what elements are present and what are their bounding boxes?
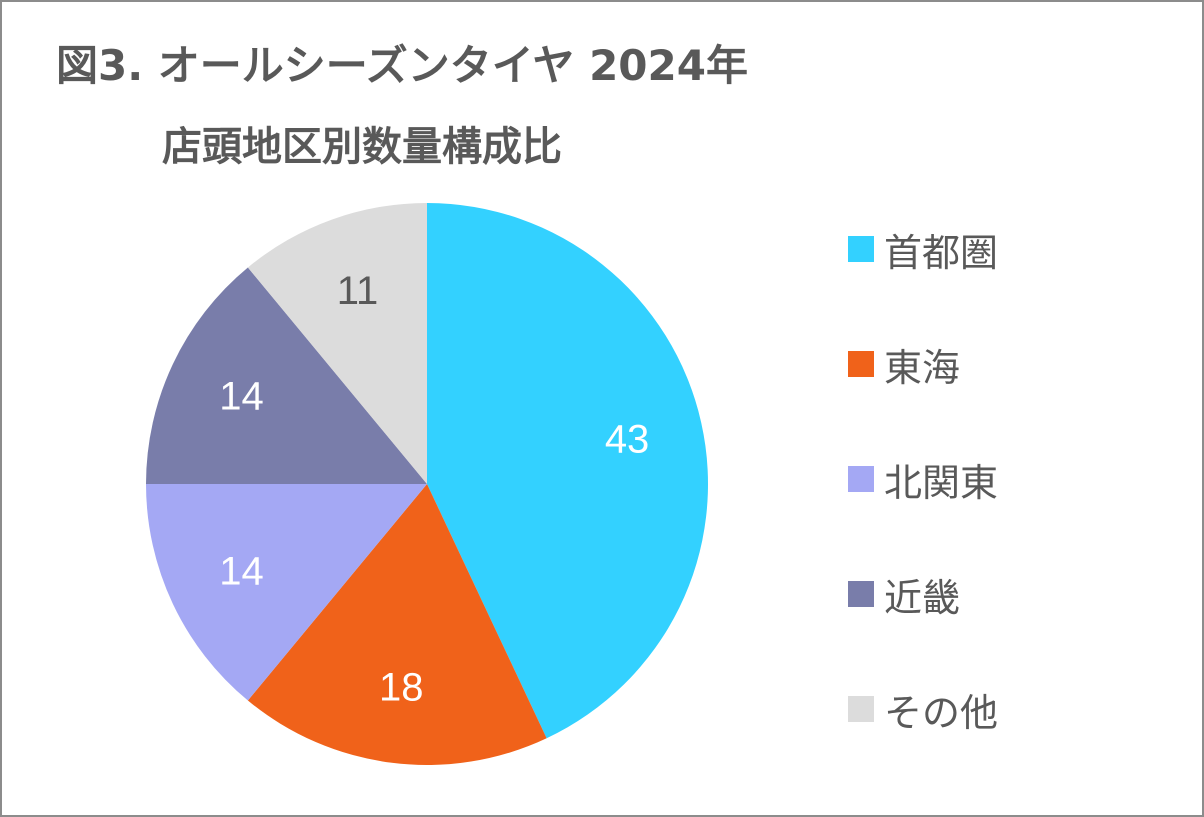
legend-swatch (848, 466, 874, 492)
pie-slice-5 (247, 203, 427, 484)
legend-label: 東海 (884, 345, 961, 390)
chart-subtitle: 店頭地区別数量構成比 (162, 124, 562, 170)
pie-slice-3 (145, 484, 427, 701)
legend-swatch (848, 696, 874, 722)
legend-swatch (848, 581, 874, 607)
legend-label: 首都圏 (884, 230, 999, 275)
legend-item-1: 首都圏 (848, 224, 999, 275)
legend-label: その他 (884, 690, 999, 735)
chart-title: 図3. オールシーズンタイヤ 2024年 (56, 41, 748, 90)
data-label-1: 43 (605, 417, 650, 461)
legend-swatch (848, 236, 874, 262)
pie-slice-2 (247, 484, 547, 766)
pie-slice-1 (427, 203, 708, 739)
legend-swatch (848, 351, 874, 377)
legend-item-2: 東海 (848, 339, 961, 390)
data-label-5: 11 (337, 269, 379, 313)
legend-label: 近畿 (884, 575, 961, 620)
data-label-2: 18 (379, 665, 424, 709)
data-label-3: 14 (219, 549, 264, 593)
pie-slice-4 (146, 267, 427, 484)
data-label-4: 14 (219, 375, 264, 419)
legend-label: 北関東 (884, 460, 999, 505)
legend-item-4: 近畿 (848, 569, 961, 620)
legend-item-5: その他 (848, 684, 999, 735)
legend-item-3: 北関東 (848, 454, 999, 505)
